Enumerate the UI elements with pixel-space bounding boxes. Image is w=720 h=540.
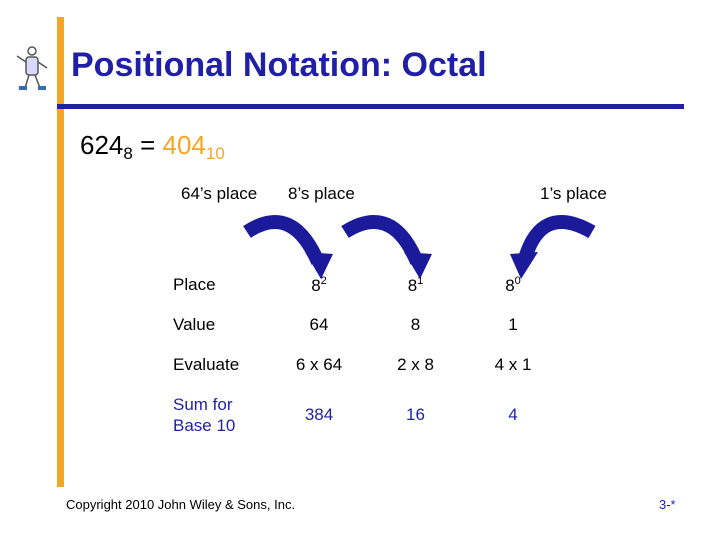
value-cell: 1 bbox=[508, 315, 518, 334]
evaluate-cell: 2 x 8 bbox=[397, 355, 434, 374]
evaluate-cell: 6 x 64 bbox=[295, 355, 343, 374]
place-cell: 81 bbox=[407, 274, 424, 295]
row-label-place: Place bbox=[173, 275, 216, 294]
table-row: Sum for Base 10 384 16 4 bbox=[173, 385, 562, 445]
sum-cell: 16 bbox=[406, 405, 425, 424]
row-label-value: Value bbox=[173, 315, 216, 334]
table-row: Evaluate 6 x 64 2 x 8 4 x 1 bbox=[173, 345, 562, 385]
place-label-1: 1’s place bbox=[540, 184, 607, 203]
row-label-sum: Sum for Base 10 bbox=[173, 395, 236, 435]
conversion-equation: 6248 = 40410 bbox=[80, 130, 225, 164]
place-cell: 80 bbox=[505, 274, 521, 295]
table-row: Value 64 8 1 bbox=[173, 305, 562, 345]
decimal-base: 10 bbox=[205, 144, 225, 163]
octal-number: 624 bbox=[80, 130, 124, 160]
figure-logo-icon bbox=[16, 46, 48, 90]
place-label-64: 64’s place bbox=[181, 184, 258, 203]
row-label-evaluate: Evaluate bbox=[173, 355, 240, 374]
decimal-number: 404 bbox=[162, 130, 206, 160]
evaluate-cell: 4 x 1 bbox=[494, 355, 532, 374]
curved-arrow-icon bbox=[341, 215, 432, 279]
page-title: Positional Notation: Octal bbox=[71, 46, 487, 84]
equals-sign: = bbox=[140, 130, 156, 160]
sum-cell: 4 bbox=[508, 405, 518, 424]
copyright-text: Copyright 2010 John Wiley & Sons, Inc. bbox=[66, 497, 296, 512]
octal-table: Place 82 81 80 Value 64 8 1 Evaluate 6 x… bbox=[173, 265, 562, 445]
place-cell: 82 bbox=[311, 274, 327, 295]
curved-arrow-icon bbox=[243, 215, 333, 279]
page-number: 3-* bbox=[659, 497, 676, 512]
title-underline-bar bbox=[57, 104, 684, 109]
table-row: Place 82 81 80 bbox=[173, 265, 562, 305]
octal-base: 8 bbox=[123, 144, 133, 163]
decimal-result: 40410 bbox=[162, 130, 225, 163]
sum-cell: 384 bbox=[304, 405, 334, 424]
value-cell: 8 bbox=[410, 315, 421, 334]
accent-vertical-bar bbox=[57, 17, 64, 487]
value-cell: 64 bbox=[309, 315, 329, 334]
place-label-8: 8’s place bbox=[288, 184, 355, 203]
curved-arrow-icon bbox=[510, 215, 596, 279]
